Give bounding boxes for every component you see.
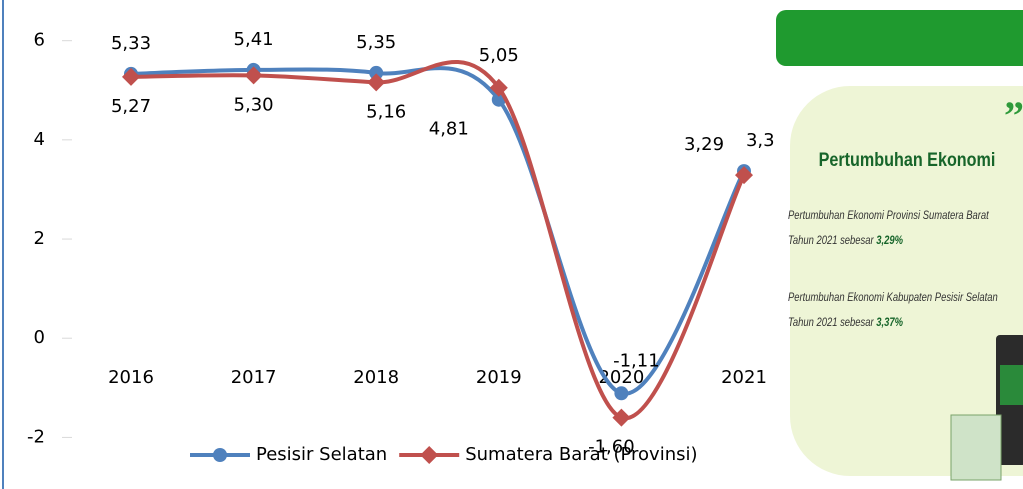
value-label: 4,81 xyxy=(429,119,469,140)
header-bar xyxy=(776,10,1023,66)
value-label: 5,05 xyxy=(479,45,519,66)
x-tick-label: 2021 xyxy=(721,367,767,388)
series-line xyxy=(131,68,744,394)
value-label: -1,11 xyxy=(613,350,660,371)
legend-marker xyxy=(213,448,227,462)
panel-heading: Pertumbuhan Ekonomi xyxy=(796,150,1019,172)
info-panel: ” Pertumbuhan Ekonomi Pertumbuhan Ekonom… xyxy=(776,0,1023,489)
value-label: 5,33 xyxy=(111,33,151,54)
x-tick-label: 2018 xyxy=(353,367,399,388)
x-tick-label: 2016 xyxy=(108,367,154,388)
y-tick-label: 6 xyxy=(34,30,45,51)
legend-marker xyxy=(420,446,438,464)
value-label: 5,27 xyxy=(111,96,151,117)
y-tick-label: 0 xyxy=(34,327,45,348)
info-value: 3,37% xyxy=(876,317,903,329)
legend-label: Sumatera Barat (Provinsi) xyxy=(465,444,697,465)
value-label: 3,37 xyxy=(746,130,776,151)
phone-icon xyxy=(946,335,1023,485)
info-text: Tahun 2021 sebesar xyxy=(788,317,874,329)
info-line: Tahun 2021 sebesar 3,37% xyxy=(788,311,998,336)
info-line: Pertumbuhan Ekonomi Kabupaten Pesisir Se… xyxy=(788,286,998,311)
page: -202462016201720182019202020215,335,415,… xyxy=(0,0,1023,489)
quote-icon: ” xyxy=(1004,92,1023,139)
value-label: 5,16 xyxy=(366,101,406,122)
value-label: 5,35 xyxy=(356,32,396,53)
info-item: Pertumbuhan Ekonomi Provinsi Sumatera Ba… xyxy=(788,204,989,254)
value-label: 5,41 xyxy=(234,29,274,50)
info-line: Pertumbuhan Ekonomi Provinsi Sumatera Ba… xyxy=(788,204,989,229)
info-item: Pertumbuhan Ekonomi Kabupaten Pesisir Se… xyxy=(788,286,998,336)
y-tick-label: 2 xyxy=(34,228,45,249)
value-label: 3,29 xyxy=(684,134,724,155)
value-label: 5,30 xyxy=(234,94,274,115)
marker xyxy=(614,386,628,400)
info-text: Tahun 2021 sebesar xyxy=(788,235,874,247)
x-tick-label: 2019 xyxy=(476,367,522,388)
x-tick-label: 2017 xyxy=(231,367,277,388)
marker xyxy=(367,73,385,91)
marker xyxy=(122,68,140,86)
y-tick-label: 4 xyxy=(34,129,45,150)
legend-label: Pesisir Selatan xyxy=(256,444,387,465)
y-tick-label: -2 xyxy=(27,426,45,447)
info-line: Tahun 2021 sebesar 3,29% xyxy=(788,229,989,254)
info-value: 3,29% xyxy=(876,235,903,247)
